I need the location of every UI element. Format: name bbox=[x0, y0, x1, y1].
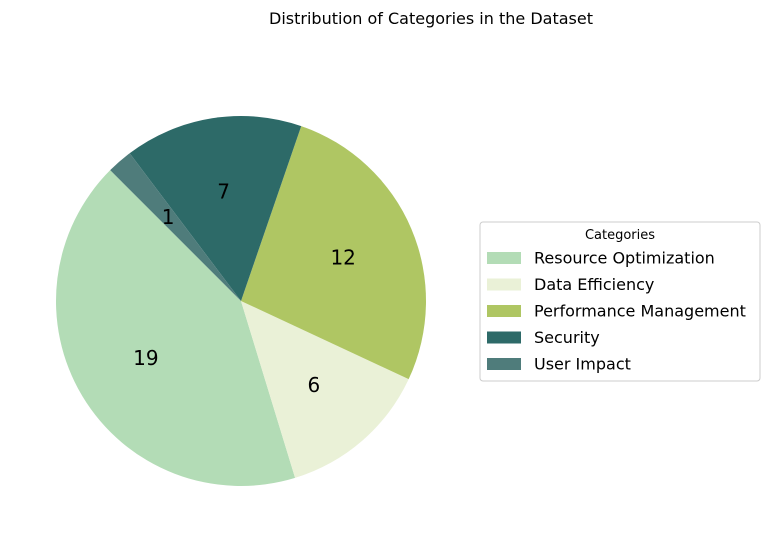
pie-slice-security bbox=[129, 116, 302, 301]
legend-box bbox=[479, 221, 761, 382]
pie-slice-resource-optimization bbox=[55, 170, 296, 486]
legend-label-resource-optimization: Resource Optimization bbox=[534, 249, 715, 268]
legend-label-performance-management: Performance Management bbox=[534, 302, 746, 321]
slice-value-label-performance-management: 12 bbox=[330, 246, 355, 270]
legend-swatch-performance-management bbox=[487, 305, 521, 317]
chart-title: Distribution of Categories in the Datase… bbox=[269, 9, 593, 28]
legend: Categories Resource Optimization Data Eff… bbox=[479, 221, 761, 382]
legend-label-data-efficiency: Data Efficiency bbox=[534, 275, 654, 294]
pie-slice-performance-management bbox=[241, 126, 426, 380]
legend-swatch-security bbox=[487, 331, 521, 344]
legend-swatch-resource-optimization bbox=[487, 252, 521, 264]
legend-items: Resource Optimization Data Efficiency Perf… bbox=[487, 249, 746, 374]
legend-swatch-data-efficiency bbox=[487, 278, 521, 291]
legend-swatch-user-impact bbox=[487, 358, 521, 370]
legend-label-user-impact: User Impact bbox=[534, 355, 631, 374]
slice-value-label-resource-optimization: 19 bbox=[133, 346, 158, 370]
legend-label-security: Security bbox=[534, 328, 600, 347]
slice-value-label-security: 7 bbox=[217, 179, 230, 203]
legend-title: Categories bbox=[585, 228, 655, 243]
pie-slice-labels: 19 6 12 7 1 bbox=[133, 179, 356, 396]
pie-slice-data-efficiency bbox=[241, 301, 409, 478]
pie-slice-user-impact bbox=[110, 153, 241, 301]
slice-value-label-user-impact: 1 bbox=[162, 205, 175, 229]
slice-value-label-data-efficiency: 6 bbox=[307, 373, 320, 397]
pie-slices bbox=[55, 116, 426, 486]
